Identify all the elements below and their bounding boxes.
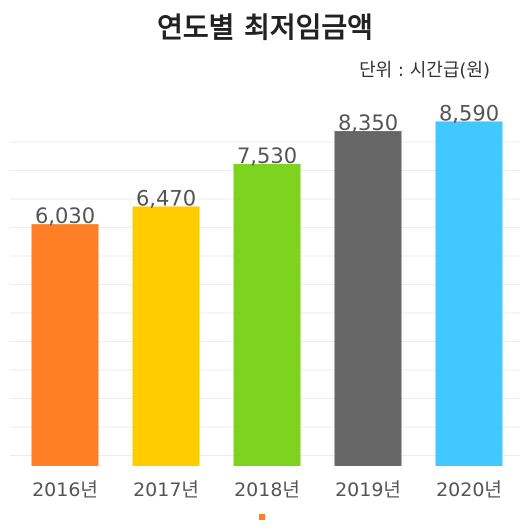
value-label: 7,530 <box>237 144 297 168</box>
chart-title: 연도별 최저임금액 <box>157 11 373 44</box>
bar-2017년 <box>132 206 200 466</box>
x-tick-label: 2019년 <box>335 479 401 501</box>
x-tick-label: 2020년 <box>436 479 502 501</box>
x-tick-label: 2017년 <box>133 479 199 501</box>
value-label: 8,350 <box>338 111 398 135</box>
bar-2020년 <box>435 121 503 466</box>
bar-2019년 <box>334 131 402 467</box>
value-label: 8,590 <box>439 101 499 125</box>
value-label: 6,470 <box>136 186 196 210</box>
x-tick-labels: 2016년 2017년 2018년 2019년 2020년 <box>32 479 502 501</box>
x-tick-label: 2018년 <box>234 479 300 501</box>
unit-label: 단위 : 시간급(원) <box>359 60 490 81</box>
bar-2016년 <box>31 224 99 466</box>
x-tick-label: 2016년 <box>32 479 98 501</box>
bar-2018년 <box>233 163 301 467</box>
value-labels: 6,030 6,470 7,530 8,350 8,590 <box>35 101 499 228</box>
bars <box>31 121 503 467</box>
value-label: 6,030 <box>35 204 95 228</box>
legend-marker <box>259 514 265 520</box>
